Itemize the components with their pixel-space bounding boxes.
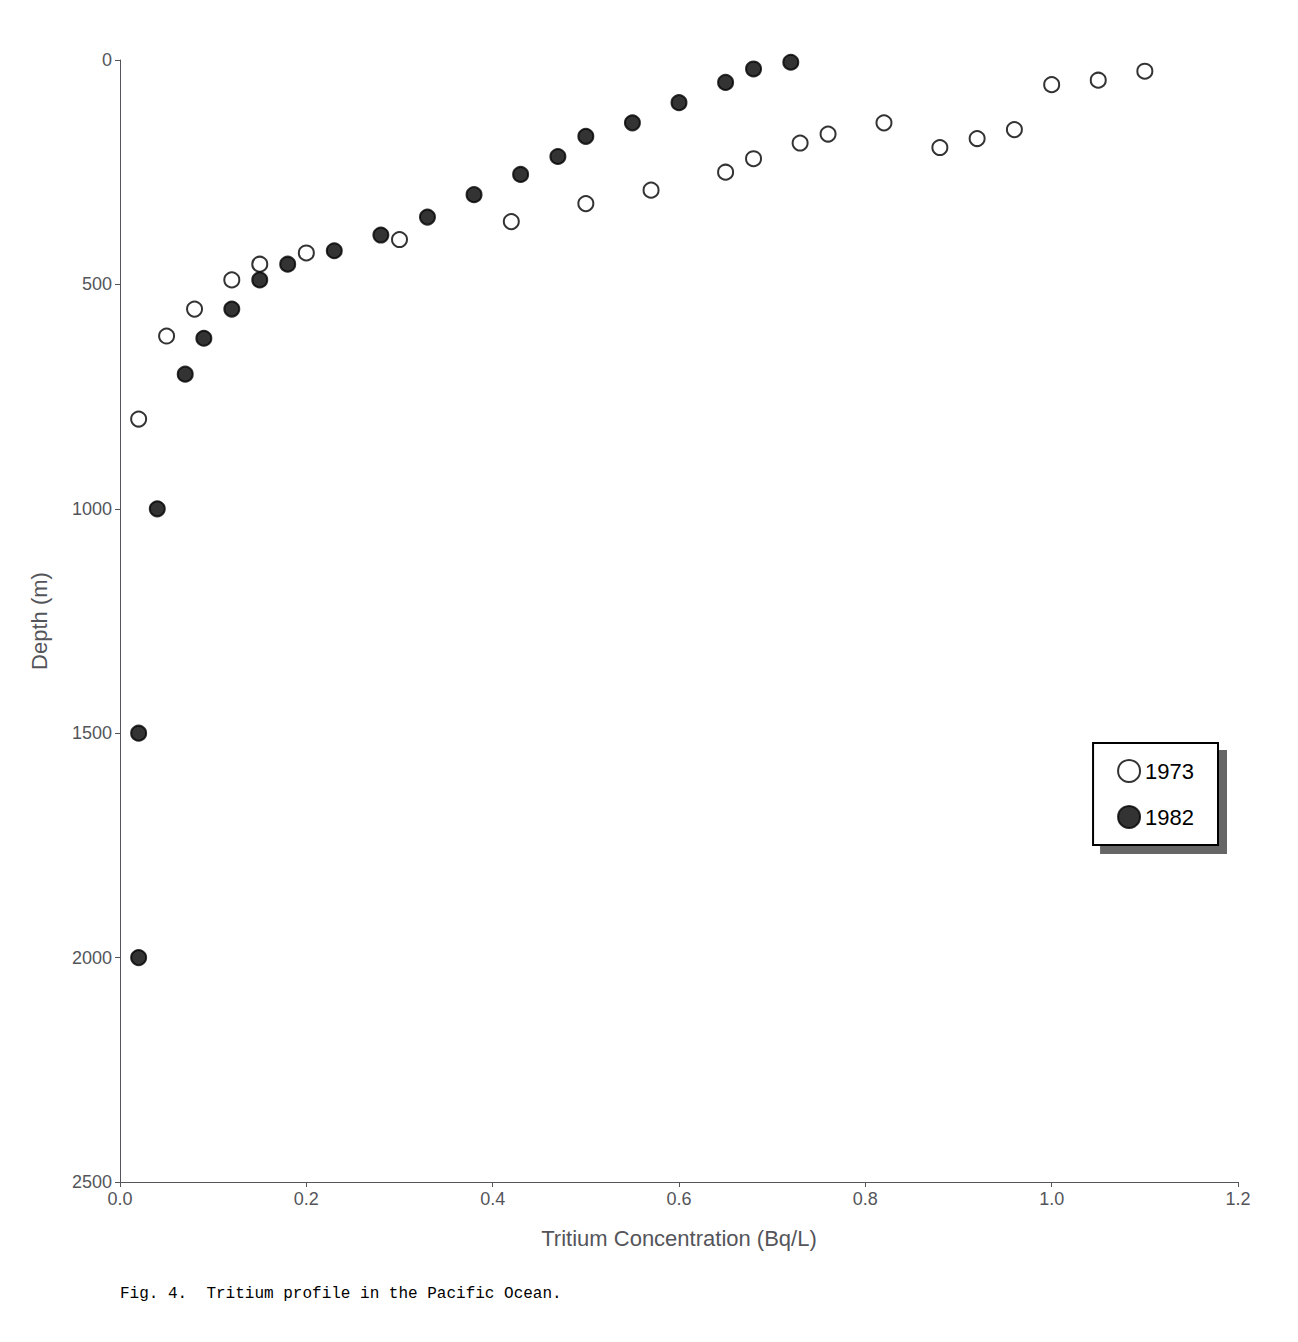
- svg-text:Tritium Concentration (Bq/L): Tritium Concentration (Bq/L): [541, 1226, 817, 1251]
- svg-text:1500: 1500: [72, 723, 112, 743]
- svg-text:1000: 1000: [72, 499, 112, 519]
- svg-text:Fig. 4. Tritium profile in th: Fig. 4. Tritium profile in the Pacific O…: [120, 1285, 562, 1303]
- svg-text:0.4: 0.4: [480, 1189, 505, 1209]
- svg-text:0.6: 0.6: [666, 1189, 691, 1209]
- svg-text:2500: 2500: [72, 1172, 112, 1192]
- svg-text:0.0: 0.0: [107, 1189, 132, 1209]
- svg-text:1973: 1973: [1145, 759, 1194, 784]
- svg-text:1982: 1982: [1145, 805, 1194, 830]
- svg-text:1.2: 1.2: [1225, 1189, 1250, 1209]
- svg-text:2000: 2000: [72, 948, 112, 968]
- svg-text:0.2: 0.2: [294, 1189, 319, 1209]
- svg-text:0.8: 0.8: [853, 1189, 878, 1209]
- svg-text:Depth (m): Depth (m): [27, 572, 52, 670]
- svg-text:0: 0: [102, 50, 112, 70]
- svg-text:1.0: 1.0: [1039, 1189, 1064, 1209]
- svg-text:500: 500: [82, 274, 112, 294]
